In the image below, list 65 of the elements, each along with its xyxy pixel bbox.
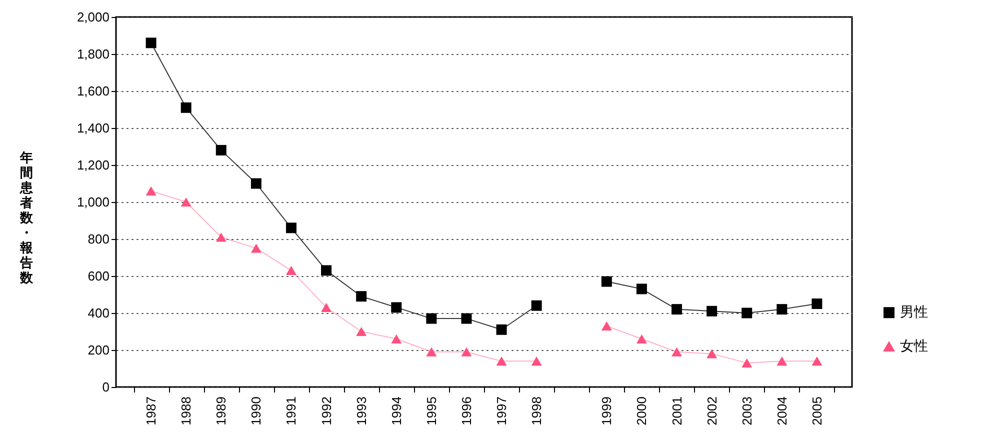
point <box>216 144 226 156</box>
point <box>601 321 612 330</box>
point <box>250 244 262 253</box>
point <box>180 197 192 207</box>
x-tick-label: 1989 <box>214 396 229 426</box>
point <box>636 334 647 344</box>
y-tick-label: 1,800 <box>76 46 110 62</box>
point <box>286 222 296 234</box>
y-tick-label: 1,600 <box>76 84 110 98</box>
point <box>496 324 507 335</box>
point <box>286 266 296 275</box>
x-tick-label: 1998 <box>529 396 544 426</box>
point <box>250 178 262 189</box>
x-tick-label: 2004 <box>774 396 790 426</box>
y-tick-label: 800 <box>88 232 110 246</box>
x-tick-label: 1994 <box>388 396 404 426</box>
point <box>321 302 332 312</box>
x-tick-label: 1997 <box>494 396 510 426</box>
text: 年間患者数・報告数 <box>20 150 33 286</box>
point <box>146 186 156 196</box>
x-tick-label: 2001 <box>669 396 684 426</box>
point <box>216 232 226 242</box>
x-tick-label: 1987 <box>144 396 159 426</box>
y-tick-label: 400 <box>88 306 110 320</box>
x-tick-label: 1999 <box>599 396 614 426</box>
y-tick-label: 200 <box>88 342 110 358</box>
point <box>426 347 437 356</box>
x-tick-label: 1990 <box>248 396 264 426</box>
y-tick-label: 1,400 <box>76 120 110 136</box>
x-tick-label: 2005 <box>809 396 824 426</box>
x-tick-label: 1991 <box>284 396 299 426</box>
y-tick-label: 1,200 <box>76 158 110 172</box>
point <box>391 302 402 313</box>
y-tick-label: 2,000 <box>76 10 110 24</box>
legend-label: 男性 <box>900 304 928 320</box>
point <box>672 347 682 356</box>
point <box>356 326 367 336</box>
point <box>461 313 472 324</box>
point <box>706 349 718 358</box>
x-tick-label: 2003 <box>739 396 754 426</box>
point <box>426 313 437 324</box>
x-tick-label: 2000 <box>634 396 650 426</box>
point <box>321 265 332 276</box>
point <box>146 38 156 48</box>
point <box>496 356 507 366</box>
point <box>531 356 542 366</box>
point <box>531 300 542 311</box>
x-tick-label: 1996 <box>458 396 474 426</box>
x-tick-label: 1988 <box>178 396 194 426</box>
point <box>180 102 192 113</box>
y-tick-label: 600 <box>88 268 110 284</box>
legend-label: 女性 <box>900 338 928 354</box>
point <box>601 276 612 287</box>
x-tick-label: 2002 <box>704 396 720 426</box>
x-tick-label: 1993 <box>354 396 369 426</box>
point <box>461 347 472 356</box>
x-tick-label: 1992 <box>318 396 334 426</box>
y-tick-label: 1,000 <box>76 194 110 210</box>
point <box>356 291 367 302</box>
point <box>391 334 402 344</box>
point <box>776 356 788 366</box>
point <box>742 358 752 368</box>
x-tick-label: 1995 <box>424 396 439 426</box>
y-tick-label: 0 <box>102 380 110 394</box>
point <box>812 356 822 366</box>
